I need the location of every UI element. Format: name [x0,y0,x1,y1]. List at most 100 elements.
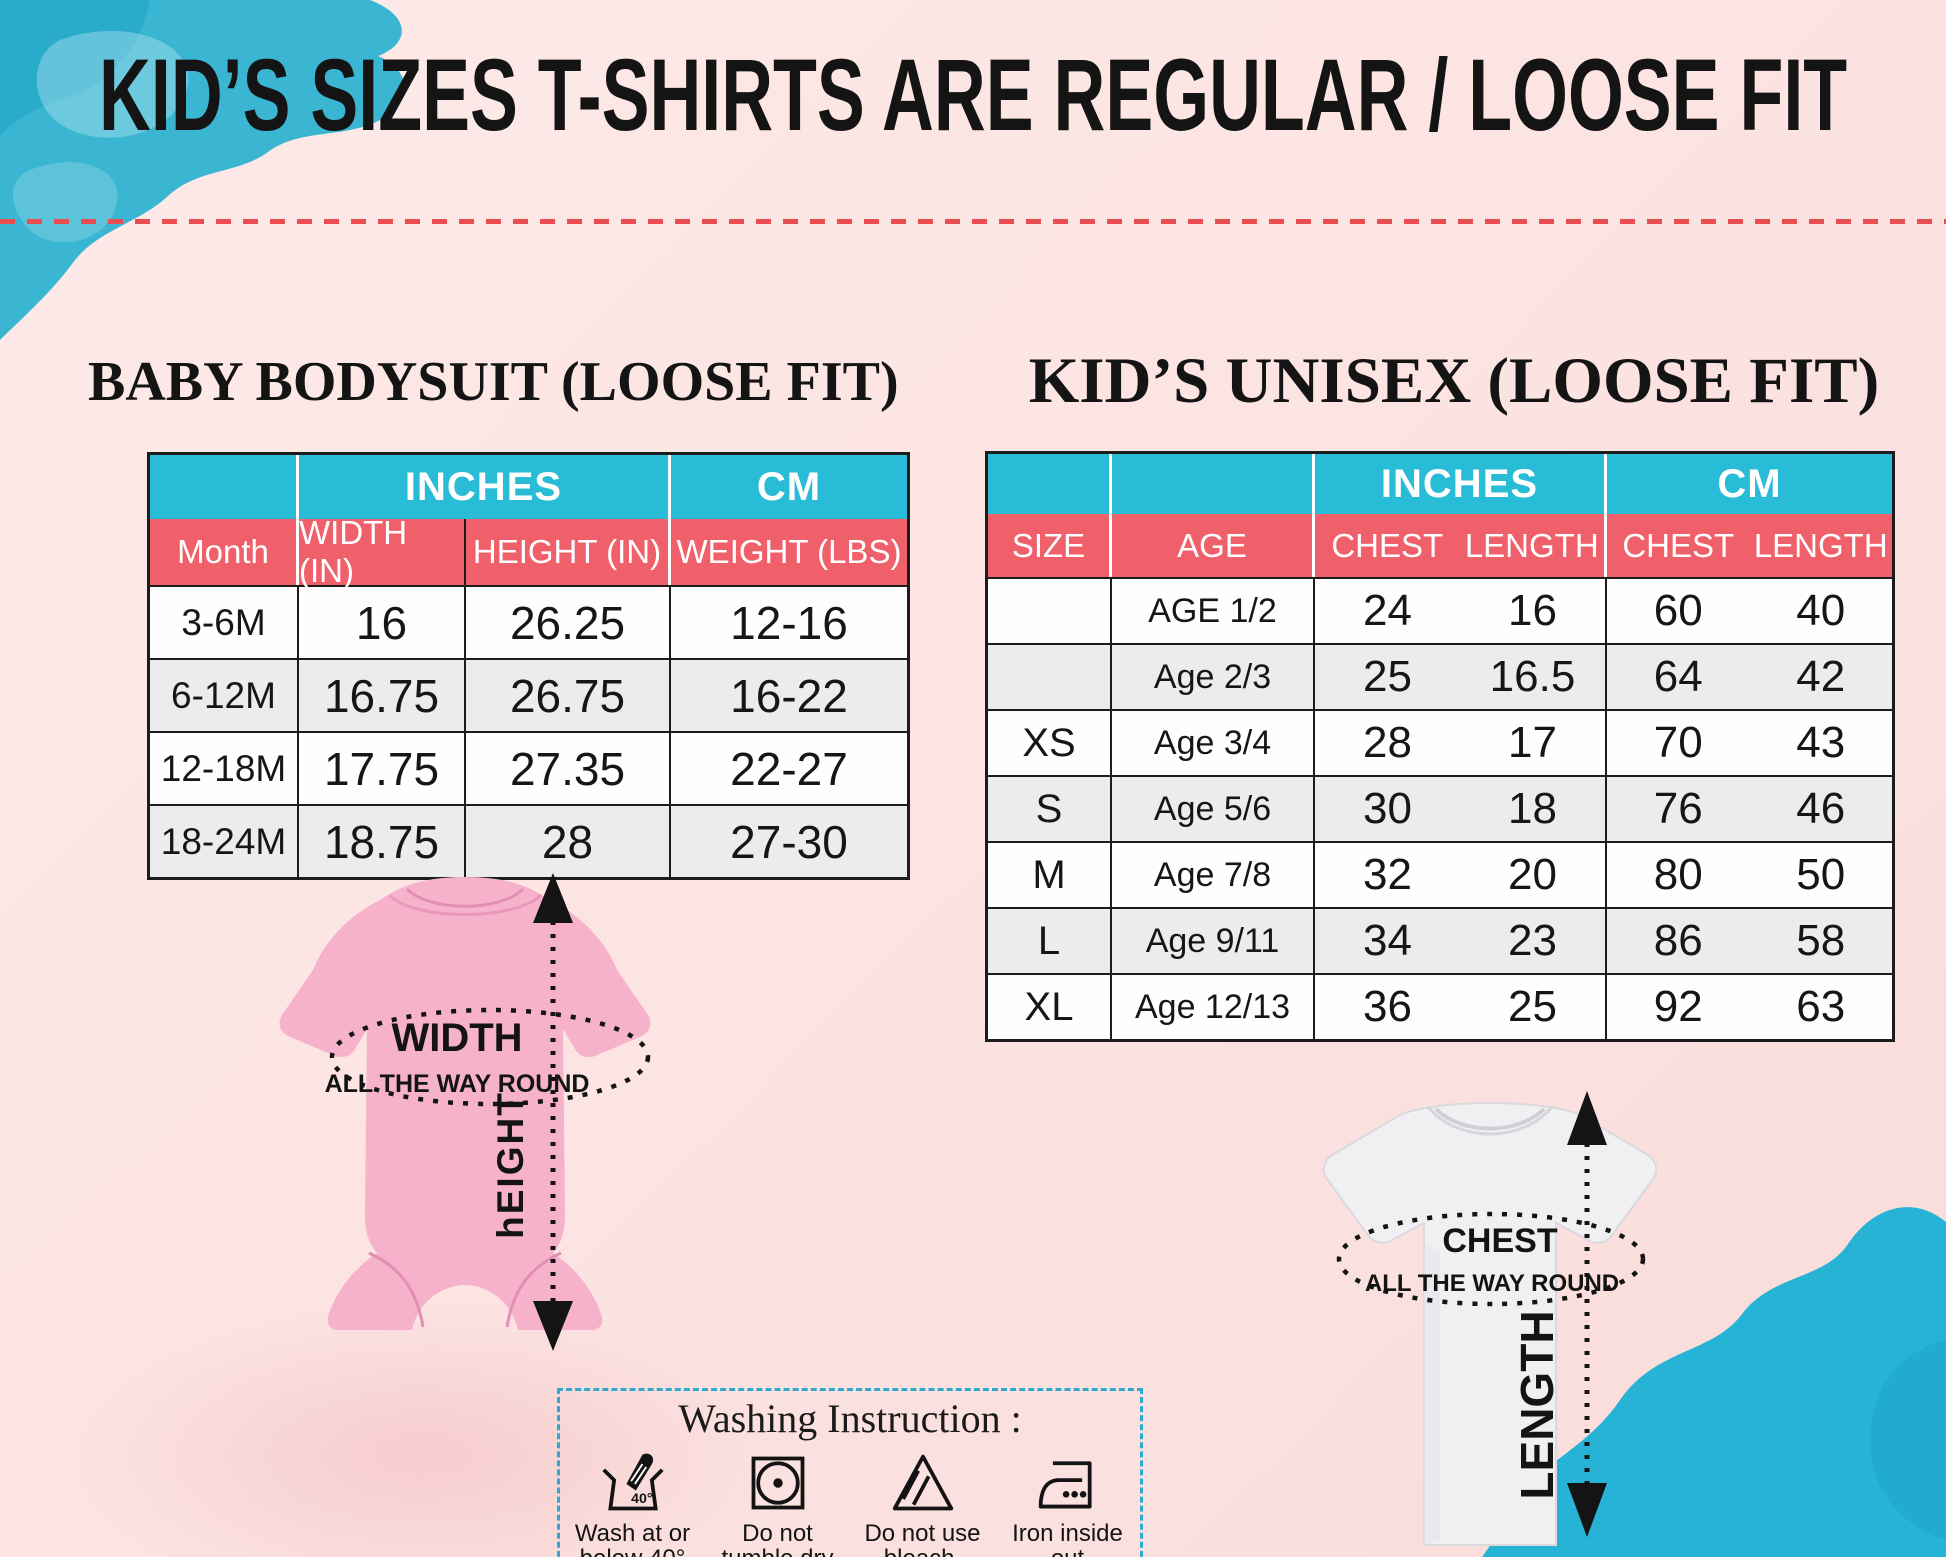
table-cell: 16 [1508,586,1557,635]
table-cell: 17.75 [299,733,466,804]
empty-header-cell [1112,454,1315,514]
table-cell: 22-27 [730,742,848,795]
height-column-header: HEIGHT (IN) [466,519,671,585]
arrow-up-icon [533,873,573,923]
column-header-row: Month WIDTH (IN) HEIGHT (IN) WEIGHT (LBS… [150,514,907,589]
table-cell: XL [988,975,1112,1039]
bodysuit-lap-shoulder [387,893,543,916]
washing-item: Iron inside out Low Temp. [995,1450,1140,1557]
weight-column-header: WEIGHT (LBS) [676,533,902,570]
length-column-header: LENGTH [1753,526,1888,564]
table-cell: 32 [1363,850,1412,899]
table-cell: Age 2/3 [1112,645,1315,709]
table-row: 12-18M 17.75 27.35 22-27 [150,731,907,804]
table-cell: 63 [1796,982,1846,1031]
table-cell: 16.75 [299,660,466,731]
table-cell: Age 7/8 [1112,843,1315,907]
washing-item-label: Wash at or below 40° [575,1521,690,1557]
unit-header-row: INCHES CM [988,454,1892,514]
table-cell: Age 3/4 [1112,711,1315,775]
iron-inside-out-icon [1038,1461,1092,1509]
kids-section-heading: KID’S UNISEX (LOOSE FIT) [1028,345,1880,417]
washing-item: Do not tumble dry [705,1450,850,1557]
table-cell: 60 [1653,586,1703,635]
width-label: WIDTH [391,1016,522,1060]
table-cell: 28 [1363,718,1412,767]
empty-header-cell [150,455,299,519]
tshirt-collar [1434,1107,1546,1131]
table-cell: 23 [1508,916,1557,965]
table-cell: 28 [466,806,671,877]
kids-unisex-size-table: INCHES CM SIZE AGE CHEST LENGTH CHEST LE… [985,451,1895,1042]
chest-measure-ellipse [1336,1211,1646,1307]
table-cell [988,645,1112,709]
table-cell: 50 [1796,850,1846,899]
table-cell: 46 [1796,784,1846,833]
table-row: L Age 9/11 34 23 86 58 [988,907,1892,973]
label-line: Do not use [864,1520,981,1547]
washing-item-label: Iron inside out Low Temp. [995,1521,1140,1557]
washing-item-label: Do not tumble dry [721,1521,833,1557]
table-cell: S [988,777,1112,841]
kids-tshirt-illustration: CHEST ALL THE WAY ROUND LENGTH [1322,1091,1658,1546]
table-cell: 26.75 [466,660,671,731]
arrow-down-icon [533,1301,573,1351]
table-row: 6-12M 16.75 26.75 16-22 [150,658,907,731]
page-title: KID’S SIZES T-SHIRTS ARE REGULAR / LOOSE… [0,36,1946,152]
age-column-header: AGE [1112,514,1315,577]
table-cell: 12-18M [150,733,299,804]
teal-watercolor-blob-bottom-right [1482,1207,1946,1557]
table-cell: 76 [1653,784,1703,833]
table-cell: 12-16 [730,596,848,649]
column-header-row: SIZE AGE CHEST LENGTH CHEST LENGTH [988,514,1892,577]
wash-temp-text: 40° [631,1490,653,1506]
bodysuit-neckline [405,887,525,908]
table-row: 18-24M 18.75 28 27-30 [150,804,907,877]
table-cell: 24 [1363,586,1412,635]
table-cell [988,579,1112,643]
table-cell: 17 [1508,718,1557,767]
table-cell-pair: 80 50 [1607,843,1892,907]
table-row: M Age 7/8 32 20 80 50 [988,841,1892,907]
washing-item: Do not use bleach. [850,1450,995,1557]
table-cell: 27-30 [730,815,848,868]
table-row: XS Age 3/4 28 17 70 43 [988,709,1892,775]
width-measure-ellipse [329,1007,651,1107]
washing-item: 40° Wash at or below 40° [560,1450,705,1557]
table-cell-pair: 30 18 [1315,777,1607,841]
table-cell: 16-22 [730,669,848,722]
table-cell: 86 [1653,916,1703,965]
tshirt-collar-outer [1426,1106,1554,1136]
inches-subheaders: CHEST LENGTH [1315,514,1607,577]
bodysuit-leg-bands [368,1251,562,1328]
chest-label: CHEST [1442,1222,1557,1260]
table-cell: 25 [1363,652,1412,701]
handwash-40-icon: 40° [601,1453,664,1511]
width-sublabel: ALL THE WAY ROUND [325,1070,590,1098]
table-cell: 3-6M [150,587,299,658]
table-cell: 80 [1653,850,1703,899]
washing-instruction-title: Washing Instruction : [678,1396,1022,1441]
table-cell: 42 [1796,652,1846,701]
page-title-text: KID’S SIZES T-SHIRTS ARE REGULAR / LOOSE… [98,37,1848,152]
table-cell: 34 [1363,916,1412,965]
table-cell: 26.25 [466,587,671,658]
table-cell-pair: 76 46 [1607,777,1892,841]
table-cell: 27.35 [466,733,671,804]
pink-watercolor-wash-bottom-left [0,1240,920,1557]
table-cell: 40 [1796,586,1846,635]
width-column-header: WIDTH (IN) [299,514,466,589]
table-cell-pair: 32 20 [1315,843,1607,907]
table-cell: Age 5/6 [1112,777,1315,841]
chest-sublabel: ALL THE WAY ROUND [1365,1270,1619,1297]
table-cell-pair: 64 42 [1607,645,1892,709]
label-line: Do not [742,1520,813,1547]
table-cell: 25 [1508,982,1557,1031]
size-column-header: SIZE [988,514,1112,577]
table-cell-pair: 70 43 [1607,711,1892,775]
table-row: Age 2/3 25 16.5 64 42 [988,643,1892,709]
length-column-header: LENGTH [1464,526,1599,564]
arrow-down-icon [1567,1483,1607,1537]
baby-bodysuit-illustration: WIDTH ALL THE WAY ROUND hEIGHT [279,873,651,1351]
